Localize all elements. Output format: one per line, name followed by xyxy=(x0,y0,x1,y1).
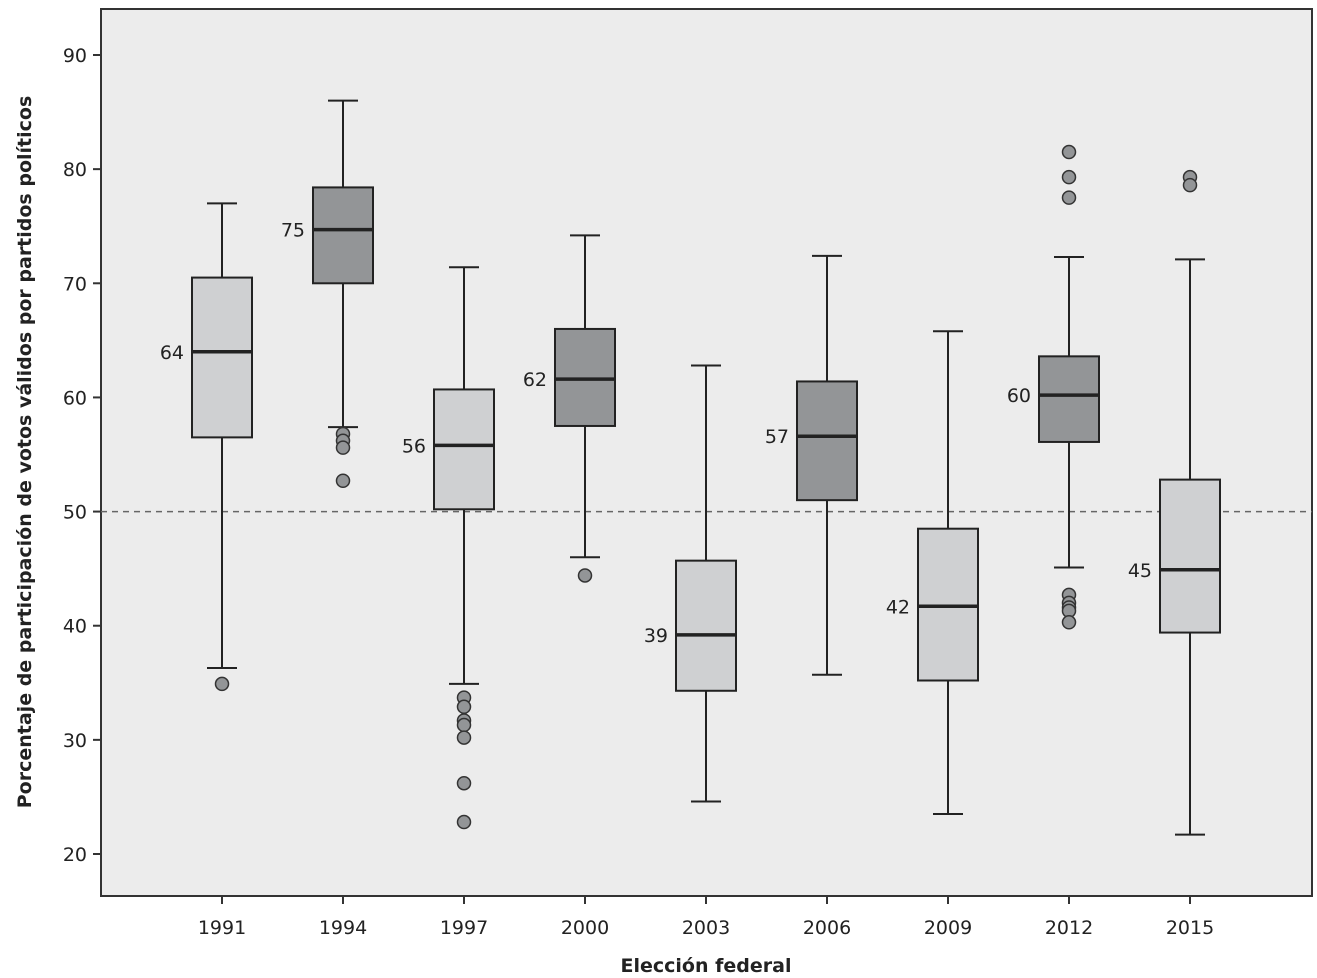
y-tick-label: 20 xyxy=(63,844,87,866)
iqr-box xyxy=(796,380,858,502)
box-1994: 75 xyxy=(281,99,374,489)
iqr-box xyxy=(191,276,253,439)
median-label: 64 xyxy=(160,342,184,364)
y-axis: 20 30 40 50 60 70 80 90 xyxy=(63,45,101,866)
median-label: 62 xyxy=(523,369,547,391)
median-label: 75 xyxy=(281,220,305,242)
y-tick-label: 30 xyxy=(63,730,87,752)
median-label: 56 xyxy=(402,435,426,457)
outlier-point xyxy=(1061,144,1077,160)
y-tick-label: 90 xyxy=(63,45,87,67)
median-label: 60 xyxy=(1007,385,1031,407)
outlier-point xyxy=(335,473,351,489)
box-2003: 39 xyxy=(644,364,737,803)
x-tick-label: 2015 xyxy=(1166,917,1214,939)
y-tick-label: 80 xyxy=(63,159,87,181)
y-tick-label: 60 xyxy=(63,387,87,409)
outlier-point xyxy=(335,440,351,455)
outlier-point xyxy=(1061,190,1077,205)
y-tick-label: 50 xyxy=(63,502,87,524)
y-tick-label: 70 xyxy=(63,273,87,295)
iqr-box xyxy=(433,388,495,511)
box-1997: 56 xyxy=(402,266,495,830)
outlier-point xyxy=(1061,615,1077,630)
x-tick-label: 1997 xyxy=(440,917,488,939)
outlier-point xyxy=(456,814,472,830)
iqr-box xyxy=(1038,355,1100,443)
x-tick-label: 1994 xyxy=(319,917,367,939)
y-tick-label: 40 xyxy=(63,616,87,638)
box-series: 64 75 56 62 39 57 42 60 45 xyxy=(160,99,1221,836)
x-tick-label: 2003 xyxy=(682,917,730,939)
box-2012: 60 xyxy=(1007,144,1100,630)
outlier-point xyxy=(456,775,472,791)
box-1991: 64 xyxy=(160,202,253,692)
box-2009: 42 xyxy=(886,330,979,816)
outlier-point xyxy=(456,730,472,745)
outlier-point xyxy=(456,717,472,733)
outlier-point xyxy=(577,568,593,583)
iqr-box xyxy=(1159,478,1221,634)
x-tick-label: 2012 xyxy=(1045,917,1093,939)
median-label: 57 xyxy=(765,426,789,448)
median-label: 39 xyxy=(644,625,668,647)
box-2000: 62 xyxy=(523,234,616,583)
x-tick-label: 2000 xyxy=(561,917,609,939)
iqr-box xyxy=(312,186,374,285)
x-tick-label: 2009 xyxy=(924,917,972,939)
iqr-box xyxy=(675,559,737,692)
median-label: 42 xyxy=(886,596,910,618)
x-axis-title: Elección federal xyxy=(621,955,792,977)
x-tick-label: 2006 xyxy=(803,917,851,939)
y-axis-title: Porcentaje de participación de votos vál… xyxy=(14,96,36,809)
outlier-point xyxy=(1061,169,1077,185)
box-2015: 45 xyxy=(1128,169,1221,836)
box-2006: 57 xyxy=(765,254,858,676)
x-tick-label: 1991 xyxy=(198,917,246,939)
x-axis: 1991 1994 1997 2000 2003 2006 2009 2012 2015 xyxy=(198,896,1214,939)
median-label: 45 xyxy=(1128,560,1152,582)
outlier-point xyxy=(456,699,472,715)
outlier-point xyxy=(1182,177,1198,193)
outlier-point xyxy=(214,676,230,692)
